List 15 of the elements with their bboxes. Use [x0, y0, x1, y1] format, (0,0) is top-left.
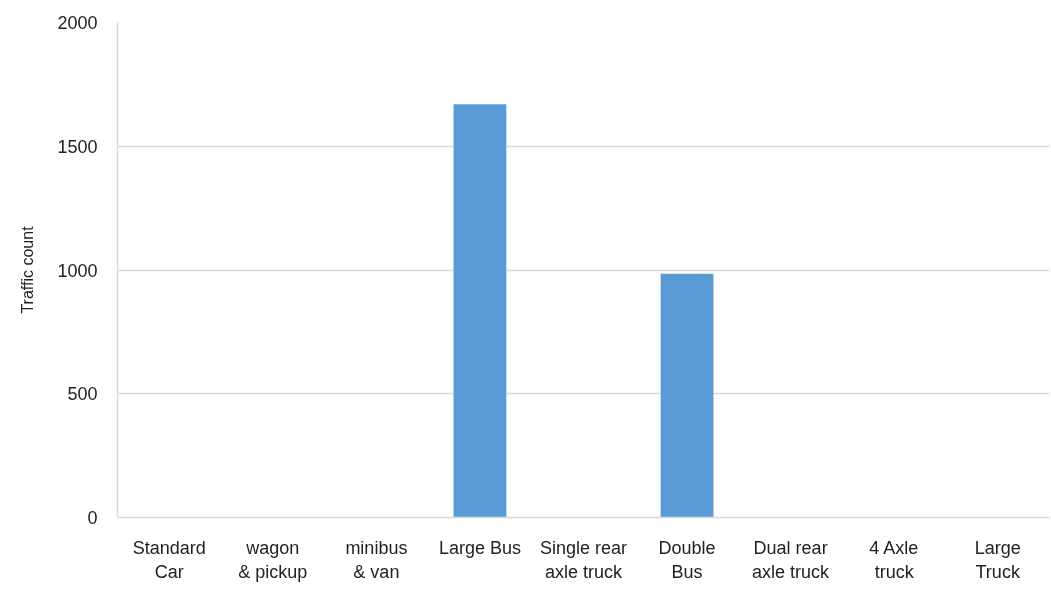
y-tick-label: 1500: [57, 136, 98, 157]
y-tick-label: 2000: [57, 13, 98, 33]
x-tick-label: wagon & pickup: [238, 537, 308, 582]
y-tick-label: 0: [87, 508, 98, 528]
y-tick-label: 1000: [57, 260, 98, 281]
x-tick-label: Single rear axle truck: [539, 537, 628, 582]
x-tick-label: 4 Axle truck: [869, 537, 919, 582]
x-tick-label: Large Truck: [974, 537, 1021, 582]
x-tick-label: Dual rear axle truck: [752, 537, 831, 582]
y-tick-label: 500: [67, 384, 98, 405]
x-tick-label: Standard Car: [132, 537, 206, 582]
x-tick-label: Double Bus: [658, 537, 716, 582]
x-tick-label: minibus & van: [345, 537, 408, 582]
x-tick-label: Large Bus: [438, 537, 521, 558]
y-axis-title: Traffic count: [19, 225, 37, 314]
